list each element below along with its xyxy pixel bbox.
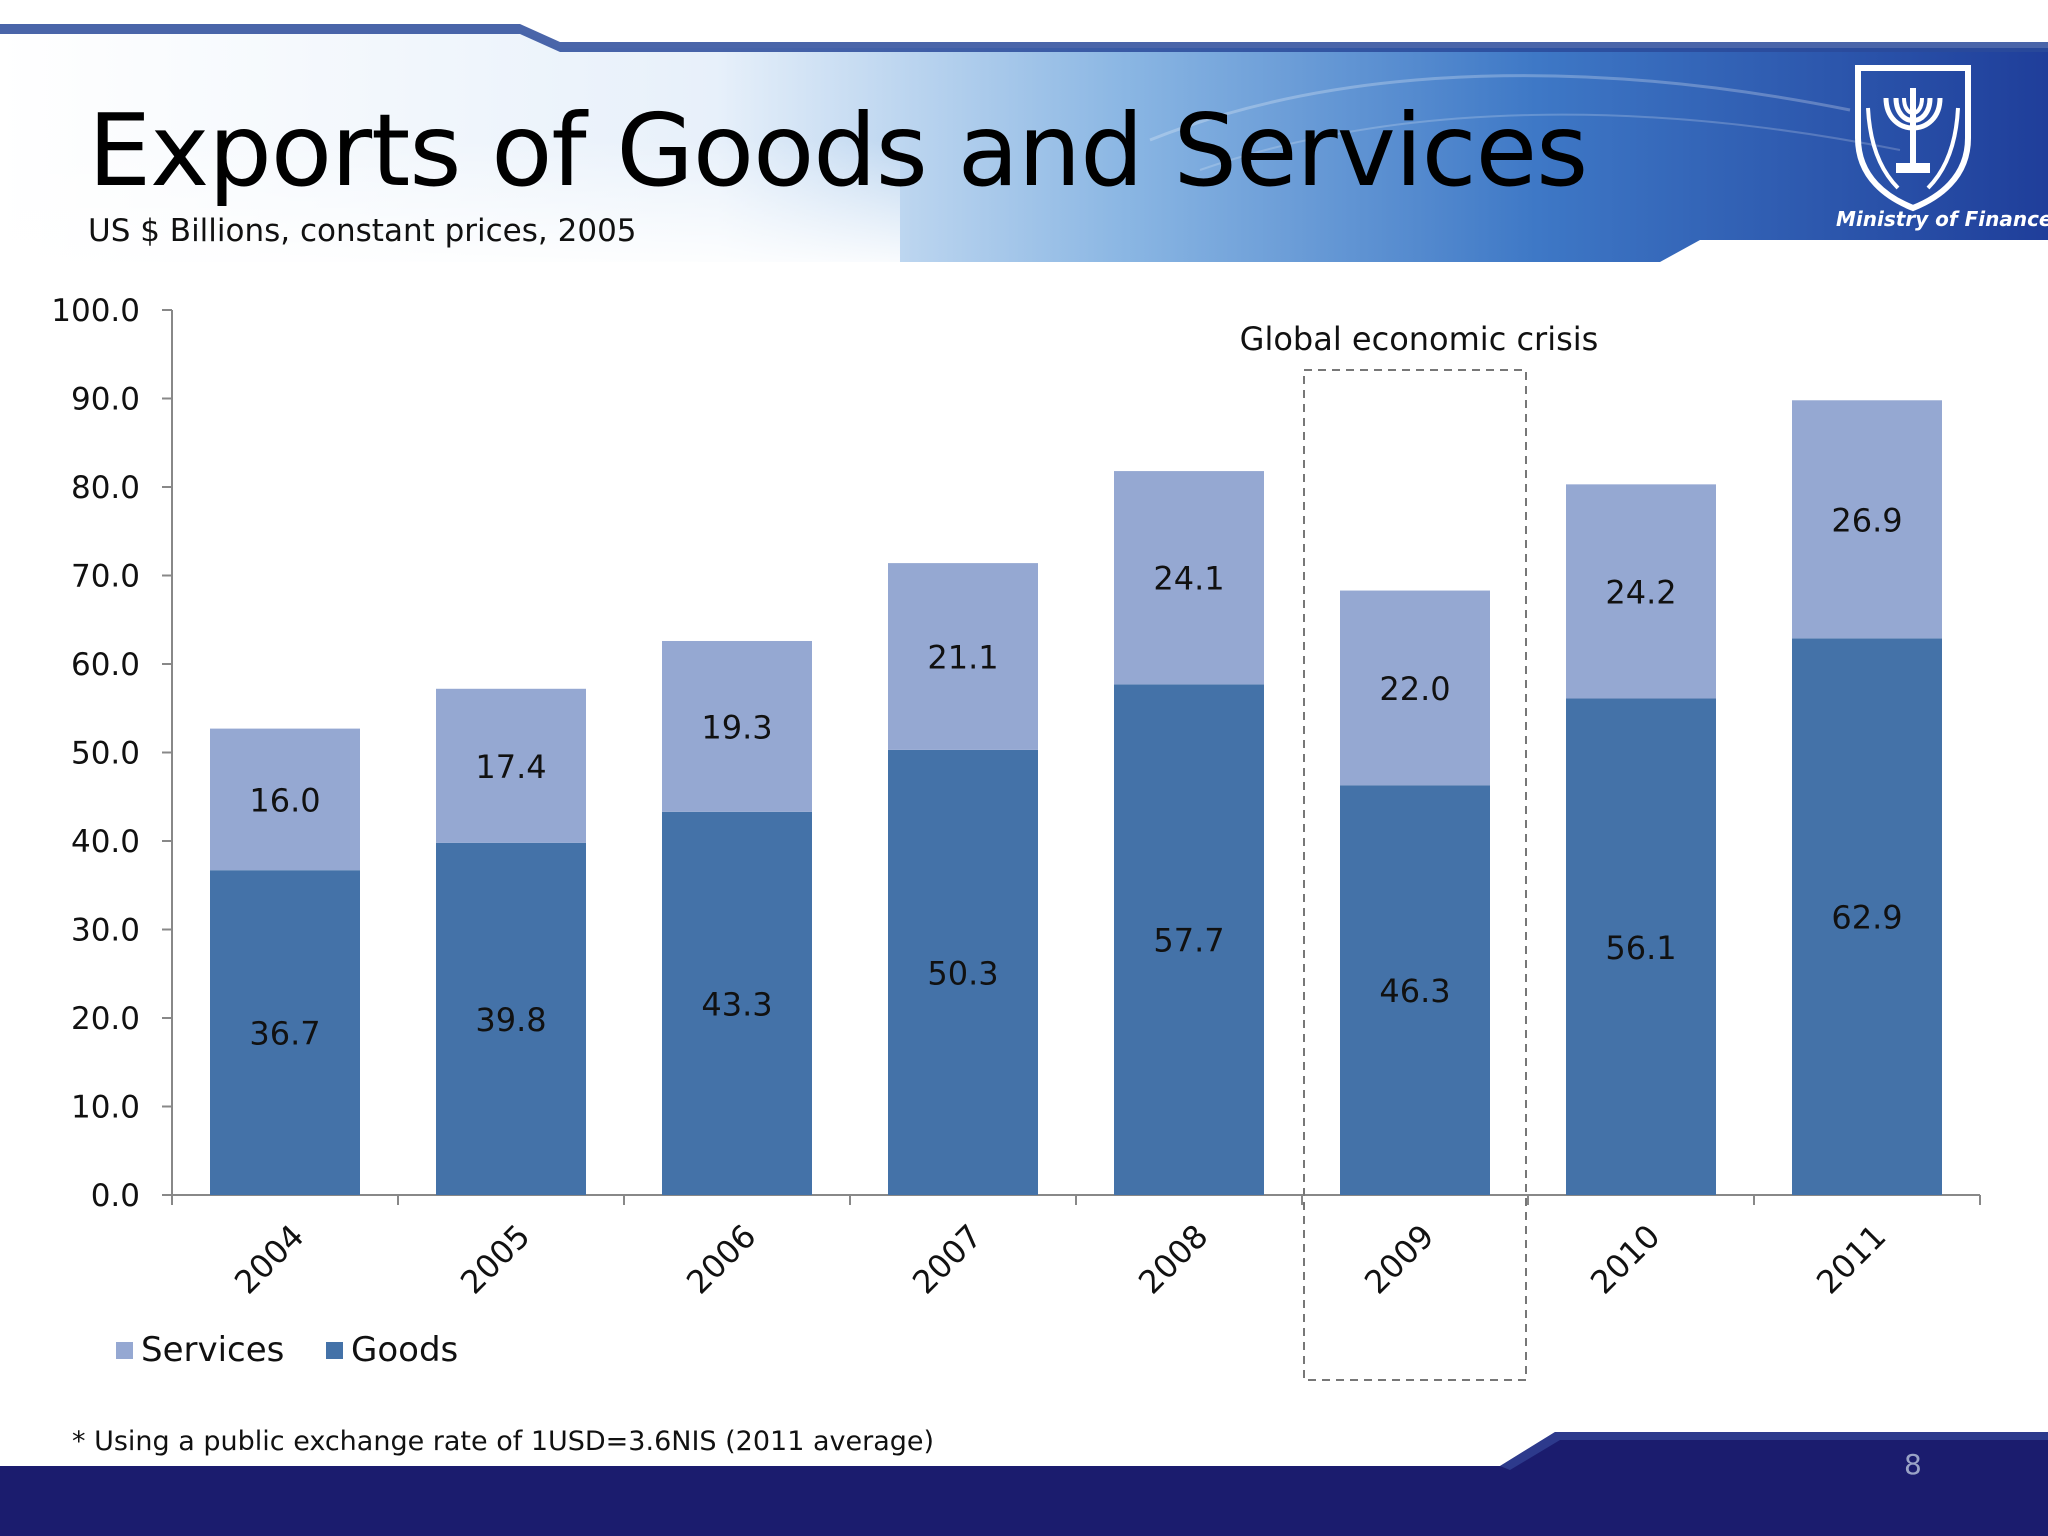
y-tick-label: 80.0 [71, 470, 140, 506]
slide-title: Exports of Goods and Services [88, 92, 1588, 209]
y-tick-label: 0.0 [91, 1178, 140, 1214]
data-label-services: 16.0 [249, 781, 320, 819]
logo-caption: Ministry of Finance [1836, 207, 2048, 231]
legend-label-services: Services [141, 1330, 285, 1370]
bar-goods [210, 870, 360, 1195]
y-tick-label: 100.0 [51, 293, 140, 329]
y-tick-label: 90.0 [71, 382, 140, 418]
data-label-services: 21.1 [927, 638, 998, 676]
bar-goods [1566, 698, 1716, 1195]
x-tick-label: 2006 [679, 1217, 763, 1301]
bar-services [662, 640, 812, 812]
legend-item-goods: Goods [326, 1330, 458, 1370]
data-label-goods: 36.7 [249, 1015, 320, 1053]
data-label-services: 17.4 [475, 748, 546, 786]
x-tick-label: 2009 [1357, 1217, 1441, 1301]
y-tick-label: 10.0 [71, 1090, 140, 1126]
bar-services [1340, 590, 1490, 786]
bar-services [1792, 400, 1942, 639]
legend-swatch-services [116, 1341, 133, 1359]
y-tick-label: 30.0 [71, 913, 140, 949]
x-tick-label: 2007 [905, 1217, 989, 1301]
bar-goods [1114, 684, 1264, 1195]
y-tick-label: 60.0 [71, 647, 140, 683]
legend-label-goods: Goods [351, 1330, 459, 1370]
data-label-services: 22.0 [1379, 670, 1450, 708]
data-label-services: 19.3 [701, 708, 772, 746]
x-tick-label: 2004 [227, 1217, 311, 1301]
bar-goods [888, 749, 1038, 1195]
data-label-services: 24.2 [1605, 573, 1676, 611]
data-label-goods: 39.8 [475, 1001, 546, 1039]
crisis-annotation: Global economic crisis [1240, 320, 1599, 358]
bar-goods [1340, 785, 1490, 1195]
data-label-services: 26.9 [1831, 501, 1902, 539]
legend-item-services: Services [116, 1330, 284, 1370]
x-tick-label: 2005 [453, 1217, 537, 1301]
bar-goods [1792, 638, 1942, 1195]
data-label-goods: 62.9 [1831, 899, 1902, 937]
bar-services [436, 688, 586, 843]
y-tick-label: 40.0 [71, 824, 140, 860]
emblem-logo [1855, 65, 1971, 212]
x-tick-label: 2010 [1583, 1217, 1667, 1301]
bar-goods [436, 842, 586, 1195]
bar-services [888, 563, 1038, 750]
slide-subtitle: US $ Billions, constant prices, 2005 [88, 213, 637, 249]
page-number: 8 [1904, 1448, 1922, 1481]
bar-services [1566, 484, 1716, 699]
x-tick-label: 2008 [1131, 1217, 1215, 1301]
bar-services [210, 728, 360, 871]
y-tick-label: 20.0 [71, 1001, 140, 1037]
data-label-goods: 46.3 [1379, 972, 1450, 1010]
y-tick-label: 70.0 [71, 559, 140, 595]
y-tick-label: 50.0 [71, 736, 140, 772]
data-label-goods: 43.3 [701, 985, 772, 1023]
data-label-goods: 50.3 [927, 954, 998, 992]
legend-swatch-goods [326, 1341, 343, 1359]
data-label-services: 24.1 [1153, 560, 1224, 598]
bar-services [1114, 471, 1264, 685]
data-label-goods: 56.1 [1605, 929, 1676, 967]
x-tick-label: 2011 [1809, 1217, 1893, 1301]
header-banner [0, 24, 2048, 262]
footnote: * Using a public exchange rate of 1USD=3… [72, 1426, 935, 1457]
bar-goods [662, 811, 812, 1195]
data-label-goods: 57.7 [1153, 922, 1224, 960]
